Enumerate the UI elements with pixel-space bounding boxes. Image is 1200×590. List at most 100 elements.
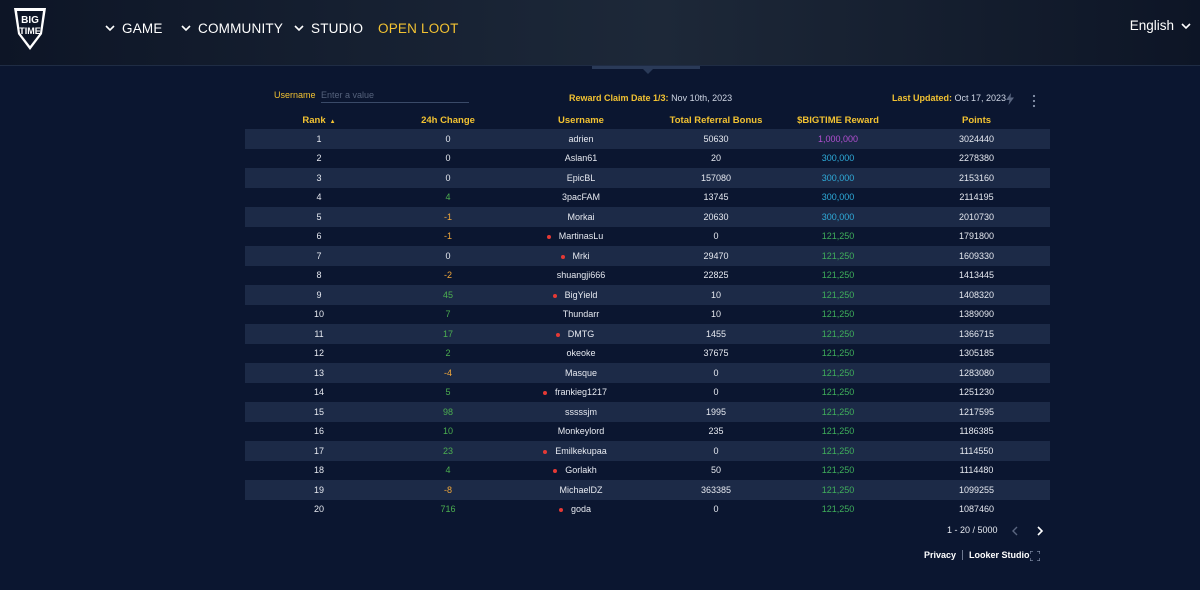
referral-bonus-cell: 0 bbox=[713, 387, 719, 398]
referral-bonus-cell: 29470 bbox=[703, 250, 729, 261]
table-row[interactable]: 17 23 Emilkekupaa 0 121,250 1114550 bbox=[245, 441, 1050, 461]
more-options-icon[interactable] bbox=[1031, 94, 1037, 108]
change-cell: 0 bbox=[445, 172, 451, 183]
points-cell: 3024440 bbox=[958, 133, 995, 144]
table-row[interactable]: 14 5 frankieg1217 0 121,250 1251230 bbox=[245, 382, 1050, 402]
reward-cell: 121,250 bbox=[821, 504, 855, 515]
chevron-right-icon[interactable] bbox=[1035, 525, 1045, 537]
reward-cell: 300,000 bbox=[821, 192, 855, 203]
header-24h-change[interactable]: 24h Change bbox=[421, 114, 475, 126]
rank-cell: 6 bbox=[316, 231, 322, 242]
footer-links: Privacy Looker Studio bbox=[924, 550, 1030, 560]
referral-bonus-cell: 10 bbox=[710, 289, 721, 300]
header-bigtime-reward[interactable]: $BIGTIME Reward bbox=[797, 114, 879, 126]
username-cell: Mrki bbox=[503, 251, 659, 261]
svg-text:BIG: BIG bbox=[21, 15, 39, 26]
change-cell: 0 bbox=[445, 250, 451, 261]
referral-bonus-cell: 0 bbox=[713, 367, 719, 378]
table-row[interactable]: 19 -8 MichaelDZ 363385 121,250 1099255 bbox=[245, 480, 1050, 500]
table-row[interactable]: 9 45 BigYield 10 121,250 1408320 bbox=[245, 285, 1050, 305]
reward-cell: 121,250 bbox=[821, 406, 855, 417]
rank-cell: 8 bbox=[316, 270, 322, 281]
points-cell: 1114550 bbox=[959, 445, 994, 456]
table-row[interactable]: 13 -4 Masque 0 121,250 1283080 bbox=[245, 363, 1050, 383]
rank-cell: 19 bbox=[313, 484, 324, 495]
reward-cell: 121,250 bbox=[821, 250, 855, 261]
table-row[interactable]: 7 0 Mrki 29470 121,250 1609330 bbox=[245, 246, 1050, 266]
table-row[interactable]: 15 98 sssssjm 1995 121,250 1217595 bbox=[245, 402, 1050, 422]
nav-studio-label: STUDIO bbox=[311, 20, 364, 36]
referral-bonus-cell: 10 bbox=[710, 309, 721, 320]
table-row[interactable]: 12 2 okeoke 37675 121,250 1305185 bbox=[245, 343, 1050, 363]
header-username[interactable]: Username bbox=[558, 114, 604, 126]
language-selector[interactable]: English bbox=[1130, 18, 1192, 33]
change-cell: -2 bbox=[443, 270, 452, 281]
status-dot-icon bbox=[543, 449, 548, 454]
reward-cell: 121,250 bbox=[821, 348, 855, 359]
table-row[interactable]: 4 4 3pacFAM 13745 300,000 2114195 bbox=[245, 187, 1050, 207]
chevron-down-icon bbox=[294, 25, 304, 32]
table-row[interactable]: 8 -2 shuangji666 22825 121,250 1413445 bbox=[245, 265, 1050, 285]
table-row[interactable]: 2 0 Aslan61 20 300,000 2278380 bbox=[245, 148, 1050, 168]
lightning-icon[interactable] bbox=[1005, 93, 1015, 105]
big-time-logo-icon[interactable]: BIG TIME bbox=[8, 4, 52, 52]
change-cell: 5 bbox=[445, 387, 451, 398]
header-points[interactable]: Points bbox=[961, 114, 992, 126]
reward-cell: 121,250 bbox=[821, 309, 855, 320]
header-referral-bonus[interactable]: Total Referral Bonus bbox=[669, 114, 763, 126]
table-row[interactable]: 11 17 DMTG 1455 121,250 1366715 bbox=[245, 324, 1050, 344]
last-updated: Last Updated: Oct 17, 2023 bbox=[892, 93, 1006, 103]
referral-bonus-cell: 235 bbox=[708, 426, 724, 437]
nav-community[interactable]: COMMUNITY bbox=[180, 19, 283, 37]
username-cell: frankieg1217 bbox=[503, 387, 659, 397]
change-cell: 4 bbox=[445, 465, 451, 476]
last-updated-label: Last Updated: bbox=[892, 93, 953, 103]
username-cell: Gorlakh bbox=[503, 465, 659, 475]
rank-cell: 10 bbox=[313, 309, 324, 320]
language-label: English bbox=[1129, 18, 1174, 33]
referral-bonus-cell: 1455 bbox=[705, 328, 727, 339]
referral-bonus-cell: 157080 bbox=[700, 172, 732, 183]
referral-bonus-cell: 20630 bbox=[703, 211, 729, 222]
sort-asc-icon: ▲ bbox=[329, 118, 336, 125]
referral-bonus-cell: 0 bbox=[713, 231, 719, 242]
change-cell: 0 bbox=[445, 153, 451, 164]
looker-studio-link[interactable]: Looker Studio bbox=[969, 550, 1030, 560]
nav-studio[interactable]: STUDIO bbox=[293, 19, 363, 37]
referral-bonus-cell: 1995 bbox=[705, 406, 727, 417]
username-search-input[interactable] bbox=[321, 87, 469, 103]
table-row[interactable]: 16 10 Monkeylord 235 121,250 1186385 bbox=[245, 421, 1050, 441]
referral-bonus-cell: 363385 bbox=[700, 484, 732, 495]
points-cell: 1305185 bbox=[958, 348, 995, 359]
table-row[interactable]: 3 0 EpicBL 157080 300,000 2153160 bbox=[245, 168, 1050, 188]
table-row[interactable]: 1 0 adrien 50630 1,000,000 3024440 bbox=[245, 129, 1050, 149]
referral-bonus-cell: 37675 bbox=[703, 348, 729, 359]
status-dot-icon bbox=[552, 293, 557, 298]
change-cell: 23 bbox=[442, 445, 453, 456]
chevron-down-icon bbox=[181, 25, 191, 32]
rank-cell: 20 bbox=[313, 504, 324, 515]
rank-cell: 4 bbox=[316, 192, 322, 203]
table-row[interactable]: 10 7 Thundarr 10 121,250 1389090 bbox=[245, 304, 1050, 324]
points-cell: 2153160 bbox=[958, 172, 995, 183]
pagination-label: 1 - 20 / 5000 bbox=[947, 525, 998, 535]
reward-cell: 121,250 bbox=[821, 289, 855, 300]
header-rank[interactable]: Rank ▲ bbox=[245, 115, 393, 126]
change-cell: 0 bbox=[445, 133, 451, 144]
table-row[interactable]: 18 4 Gorlakh 50 121,250 1114480 bbox=[245, 460, 1050, 480]
rank-cell: 15 bbox=[313, 406, 324, 417]
table-row[interactable]: 5 -1 Morkai 20630 300,000 2010730 bbox=[245, 207, 1050, 227]
privacy-link[interactable]: Privacy bbox=[924, 550, 957, 560]
fullscreen-icon[interactable] bbox=[1030, 551, 1040, 561]
rank-cell: 13 bbox=[313, 367, 324, 378]
username-cell: Thundarr bbox=[562, 309, 600, 320]
nav-open-loot[interactable]: OPEN LOOT bbox=[378, 19, 459, 37]
table-row[interactable]: 20 716 goda 0 121,250 1087460 bbox=[245, 499, 1050, 519]
table-row[interactable]: 6 -1 MartinasLu 0 121,250 1791800 bbox=[245, 226, 1050, 246]
points-cell: 1217595 bbox=[958, 406, 995, 417]
nav-game[interactable]: GAME bbox=[104, 19, 163, 37]
change-cell: 2 bbox=[445, 348, 451, 359]
points-cell: 1413445 bbox=[958, 270, 995, 281]
nav-game-label: GAME bbox=[122, 20, 163, 36]
chevron-left-icon[interactable] bbox=[1010, 525, 1020, 537]
